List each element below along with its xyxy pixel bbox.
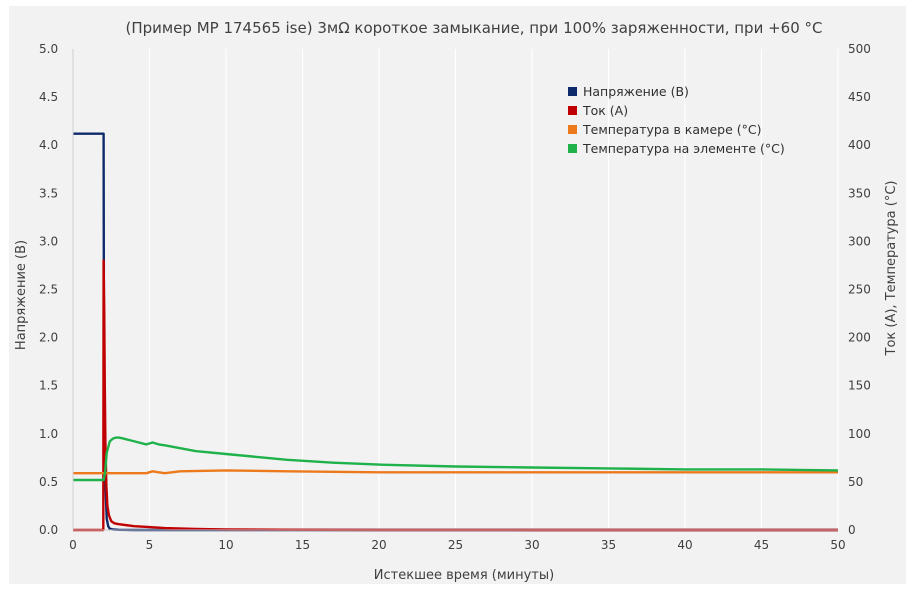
legend-swatch-2	[568, 125, 577, 134]
legend-label-2: Температура в камере (°C)	[582, 122, 761, 137]
x-tick-label: 15	[295, 538, 310, 552]
axes: 0 5 10 15 20 25 30 35 40 45 50 0.0 0.5 1.0 1.5 2.0 2.5 3.…	[39, 42, 871, 552]
y-right-tick-label: 450	[848, 90, 871, 104]
x-tick-label: 40	[677, 538, 692, 552]
legend-label-1: Ток (А)	[582, 103, 628, 118]
x-tick-label: 35	[601, 538, 616, 552]
y-left-tick-label: 0.0	[39, 523, 58, 537]
y-right-tick-label: 50	[848, 475, 863, 489]
y-left-tick-label: 5.0	[39, 42, 58, 56]
y-right-tick-label: 250	[848, 283, 871, 297]
legend: Напряжение (В) Ток (А) Температура в камер…	[568, 84, 785, 156]
legend-label-3: Температура на элементе (°C)	[582, 141, 785, 156]
x-tick-label: 45	[754, 538, 769, 552]
series-line-2	[73, 469, 838, 475]
y-right-tick-label: 300	[848, 234, 871, 248]
chart-card: (Пример MP 174565 ise) 3мΩ короткое замы…	[9, 6, 906, 584]
x-axis-label: Истекшее время (минуты)	[374, 568, 554, 583]
legend-label-0: Напряжение (В)	[583, 84, 689, 99]
y-right-tick-label: 0	[848, 523, 856, 537]
y-left-tick-label: 0.5	[39, 475, 58, 489]
y-left-tick-label: 3.0	[39, 234, 58, 248]
x-tick-label: 25	[448, 538, 463, 552]
y-left-tick-label: 1.0	[39, 427, 58, 441]
y-right-tick-label: 100	[848, 427, 871, 441]
y-right-tick-label: 350	[848, 186, 871, 200]
y-axis-left-label: Напряжение (В)	[14, 240, 29, 350]
y-left-tick-label: 2.0	[39, 331, 58, 345]
y-right-tick-label: 500	[848, 42, 871, 56]
legend-swatch-1	[568, 106, 577, 115]
y-right-tick-label: 150	[848, 379, 871, 393]
y-left-tick-label: 2.5	[39, 283, 58, 297]
y-axis-right-label: Ток (А), Температура (°C)	[884, 181, 899, 357]
grid	[148, 49, 839, 530]
y-left-tick-label: 4.0	[39, 138, 58, 152]
x-tick-label: 10	[218, 538, 233, 552]
x-tick-label: 30	[524, 538, 539, 552]
x-tick-label: 0	[69, 538, 77, 552]
y-left-tick-label: 1.5	[39, 379, 58, 393]
series-line-3	[73, 436, 839, 482]
y-left-tick-label: 3.5	[39, 186, 58, 200]
y-right-tick-label: 200	[848, 331, 871, 345]
x-tick-label: 20	[371, 538, 386, 552]
legend-swatch-3	[568, 144, 577, 153]
y-left-tick-label: 4.5	[39, 90, 58, 104]
chart-title: (Пример MP 174565 ise) 3мΩ короткое замы…	[125, 19, 822, 37]
x-tick-label: 50	[830, 538, 845, 552]
x-tick-label: 5	[146, 538, 154, 552]
y-right-tick-label: 400	[848, 138, 871, 152]
legend-swatch-0	[568, 87, 577, 96]
chart-svg: (Пример MP 174565 ise) 3мΩ короткое замы…	[14, 19, 899, 583]
